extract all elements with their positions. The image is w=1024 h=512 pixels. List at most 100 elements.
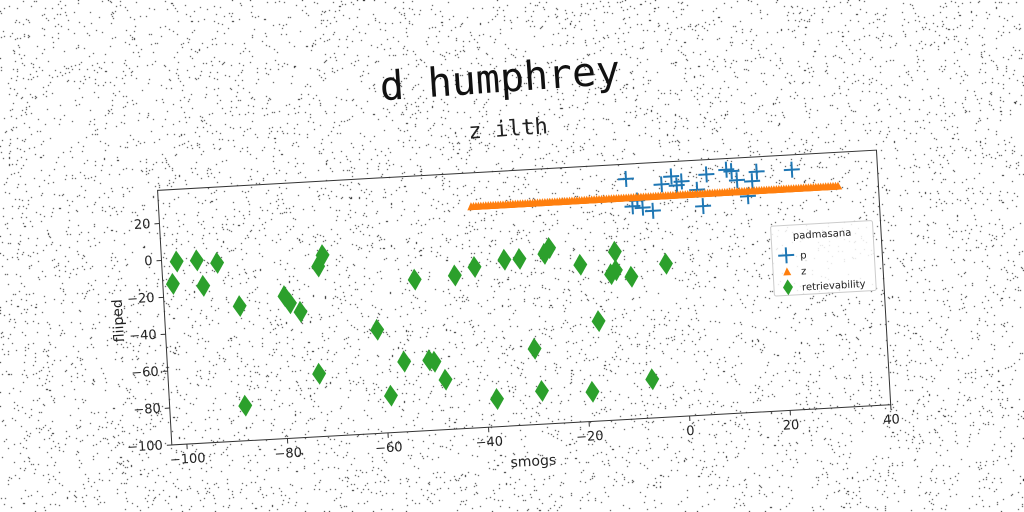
x-tick-label: 40 — [883, 412, 900, 428]
legend-box — [770, 220, 877, 297]
retrievability-point — [534, 379, 549, 402]
plus-stroke-v — [701, 198, 705, 215]
legend-marker-z — [783, 267, 792, 276]
retrievability-point — [512, 247, 527, 270]
legend-label-z: z — [801, 266, 807, 277]
plot-frame — [157, 149, 892, 446]
p-point — [673, 173, 690, 190]
plus-stroke-v — [784, 247, 788, 264]
p-point — [728, 172, 745, 189]
y-tick-label: 0 — [144, 254, 153, 269]
retrievability-point — [490, 388, 505, 410]
p-point — [744, 173, 761, 190]
x-axis: −100 −80 −60 −40 −20 0 20 40 — [170, 404, 900, 468]
legend-marker-p — [778, 247, 795, 264]
x-tick-label: −20 — [576, 429, 604, 446]
retrievability-point — [527, 337, 542, 360]
z-point — [834, 181, 843, 190]
retrievability-point — [591, 310, 606, 333]
chart-subtitle: z ilth — [468, 114, 549, 144]
retrievability-point — [238, 394, 253, 417]
retrievability-point — [196, 274, 211, 297]
y-tick-label: −60 — [131, 365, 159, 382]
legend-marker-retrievability — [782, 279, 793, 296]
x-tick-label: −60 — [375, 440, 403, 457]
retrievability-point — [608, 259, 623, 282]
y-tick-label: −100 — [127, 438, 164, 455]
p-point — [653, 176, 670, 193]
retrievability-point — [407, 268, 422, 291]
p-point — [718, 161, 735, 178]
p-point — [695, 198, 712, 215]
retrievability-point — [312, 362, 327, 385]
retrievability-point — [282, 292, 297, 315]
retrievability-point — [232, 295, 247, 318]
retrievability-point — [165, 272, 180, 295]
p-point — [663, 168, 680, 185]
x-tick-label: 20 — [782, 418, 799, 434]
plot-area: −100 −80 −60 −40 −20 0 20 40 −100 −80 −60 −40 −20 0 2… — [110, 149, 900, 472]
plus-stroke-v — [660, 176, 663, 193]
retrievability-point — [315, 244, 330, 267]
retrievability-point — [607, 240, 622, 263]
retrievability-point — [311, 255, 326, 278]
plus-stroke-v — [735, 172, 739, 189]
x-tick-label: −100 — [170, 451, 207, 468]
plus-stroke-v — [675, 177, 679, 194]
retrievability-point — [467, 256, 482, 278]
retrievability-point — [604, 263, 619, 286]
retrievability-point — [573, 253, 588, 276]
x-tick-label: 0 — [686, 424, 695, 439]
retrievability-point — [585, 380, 600, 403]
y-axis: −100 −80 −60 −40 −20 0 20 — [127, 217, 172, 455]
x-axis-label: smogs — [510, 453, 557, 472]
retrievability-point — [658, 252, 673, 275]
plus-stroke-v — [669, 168, 673, 185]
retrievability-point — [542, 237, 557, 260]
retrievability-point — [189, 249, 204, 272]
plus-stroke-v — [641, 199, 645, 216]
retrievability-point — [397, 350, 412, 373]
y-tick-label: −40 — [129, 328, 157, 345]
retrievability-point — [210, 251, 225, 274]
retrievability-point — [169, 250, 184, 273]
plus-stroke-v — [704, 166, 708, 183]
plus-stroke-v — [624, 170, 628, 188]
data-marks — [165, 161, 843, 417]
plus-stroke-v — [724, 161, 728, 178]
plus-stroke-v — [750, 173, 754, 190]
x-tick-label: −40 — [475, 434, 503, 451]
p-point — [644, 202, 661, 219]
plus-stroke-v — [729, 163, 733, 180]
legend: padmasana pz retrievability — [770, 220, 877, 297]
y-tick-label: −20 — [127, 291, 155, 308]
x-tick-label: −80 — [274, 446, 302, 463]
plus-stroke-v — [680, 173, 683, 190]
retrievability-point — [537, 242, 552, 265]
retrievability-point — [438, 368, 453, 391]
y-tick-label: 20 — [134, 217, 151, 233]
p-point — [617, 170, 634, 188]
retrievability-point — [447, 264, 462, 287]
retrievability-point — [370, 318, 385, 341]
retrievability-point — [427, 350, 442, 373]
plus-stroke-v — [755, 163, 759, 180]
legend-title: padmasana — [793, 228, 852, 242]
retrievability-point — [624, 265, 639, 288]
p-point — [698, 166, 715, 183]
y-axis-label: fliiped — [110, 299, 128, 343]
retrievability-point — [383, 384, 398, 407]
plus-stroke-v — [651, 202, 655, 219]
retrievability-point — [293, 300, 308, 323]
p-point — [783, 161, 800, 178]
chart-title: d humphrey — [378, 48, 621, 111]
p-point — [748, 163, 765, 180]
p-point — [634, 199, 651, 216]
legend-label-p: p — [800, 250, 807, 261]
retrievability-point — [645, 368, 660, 391]
y-tick-label: −80 — [133, 402, 161, 419]
legend-label-retrievability: retrievability — [802, 279, 866, 294]
retrievability-point — [497, 248, 512, 271]
plus-stroke-v — [790, 161, 794, 178]
